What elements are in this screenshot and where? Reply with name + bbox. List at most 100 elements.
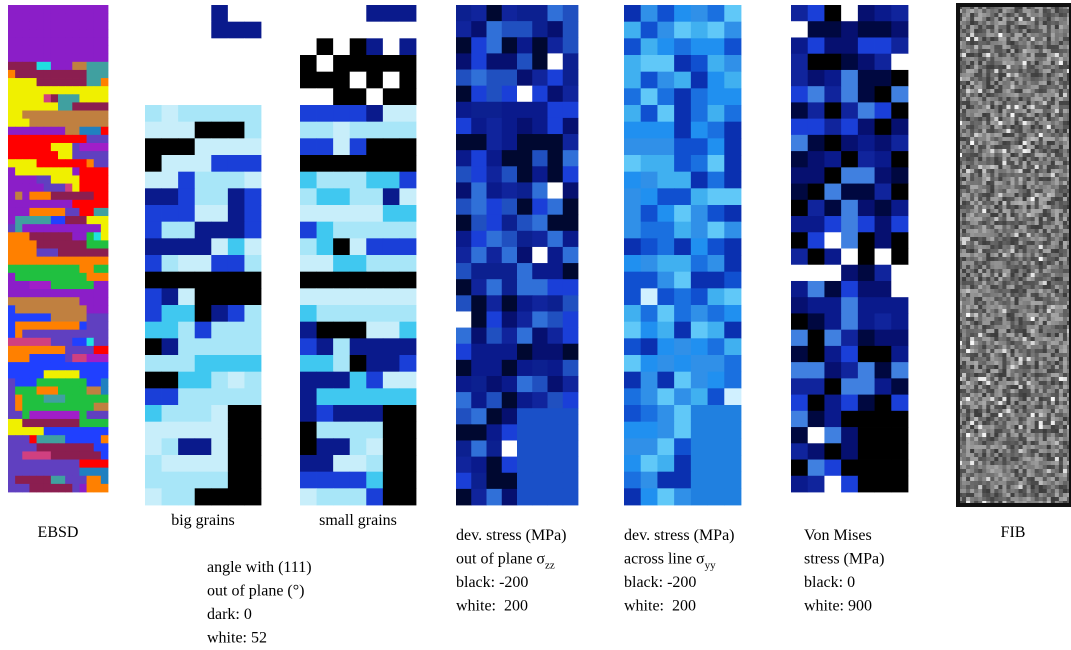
pixel [1063,93,1067,97]
pixel [58,411,66,420]
pixel [37,184,45,193]
pixel [1043,81,1047,85]
pixel [962,433,966,437]
pixel [517,102,533,119]
pixel [15,184,23,193]
pixel [1015,245,1019,249]
pixel [724,438,741,455]
pixel [994,409,998,413]
pixel [178,105,195,122]
pixel [502,150,518,167]
pixel [22,443,30,452]
pixel [966,9,970,13]
pixel [79,273,87,282]
pixel [1019,413,1023,417]
pixel [982,277,986,281]
pixel [1051,57,1055,61]
pixel [1059,129,1063,133]
pixel [1059,325,1063,329]
pixel [145,55,162,72]
pixel [998,293,1002,297]
pixel [383,388,400,405]
pixel [1043,281,1047,285]
pixel [1023,193,1027,197]
pixel [808,265,825,282]
pixel [178,438,195,455]
pixel [966,29,970,33]
pixel [1019,185,1023,189]
pixel [517,37,533,54]
pixel [1010,377,1014,381]
pixel [1010,285,1014,289]
caption-line: big grains [171,512,235,529]
pixel [875,427,892,444]
pixel [978,161,982,165]
pixel [1031,353,1035,357]
pixel [79,427,87,436]
pixel [29,476,37,485]
pixel [978,281,982,285]
pixel [517,408,533,425]
pixel [8,13,16,22]
pixel [1019,65,1023,69]
pixel [982,293,986,297]
pixel [1023,93,1027,97]
pixel [1051,121,1055,125]
pixel [1051,217,1055,221]
pixel [970,345,974,349]
pixel [8,143,16,152]
pixel [1051,321,1055,325]
pixel [990,185,994,189]
pixel [162,322,179,339]
pixel [1039,41,1043,45]
pixel [1063,245,1067,249]
pixel [974,289,978,293]
pixel [858,249,875,266]
pixel [982,229,986,233]
pixel [1002,381,1006,385]
pixel [1031,417,1035,421]
pixel [1051,165,1055,169]
pixel [1019,357,1023,361]
pixel [563,199,579,216]
pixel [986,45,990,49]
pixel [841,411,858,428]
pixel [29,13,37,22]
pixel [87,460,95,469]
pixel [79,232,87,241]
pixel [1055,381,1059,385]
pixel [29,167,37,176]
pixel [1043,377,1047,381]
pixel [350,372,367,389]
pixel [978,317,982,321]
pixel [1006,389,1010,393]
pixel [383,5,400,22]
pixel [962,249,966,253]
pixel [978,153,982,157]
pixel [366,5,383,22]
pixel [8,151,16,160]
pixel [29,135,37,144]
pixel [79,119,87,128]
pixel [1019,437,1023,441]
pixel [72,5,80,14]
pixel [1035,437,1039,441]
pixel [891,346,908,363]
pixel [982,257,986,261]
pixel [994,61,998,65]
pixel [708,438,725,455]
pixel [1059,377,1063,381]
pixel [1047,401,1051,405]
pixel [986,121,990,125]
pixel [994,349,998,353]
pixel [1039,241,1043,245]
pixel [1063,293,1067,297]
pixel [94,143,102,152]
pixel [1031,277,1035,281]
pixel [1031,409,1035,413]
pixel [1047,325,1051,329]
pixel [1006,333,1010,337]
pixel [1010,181,1014,185]
pixel [962,209,966,213]
pixel [841,102,858,119]
